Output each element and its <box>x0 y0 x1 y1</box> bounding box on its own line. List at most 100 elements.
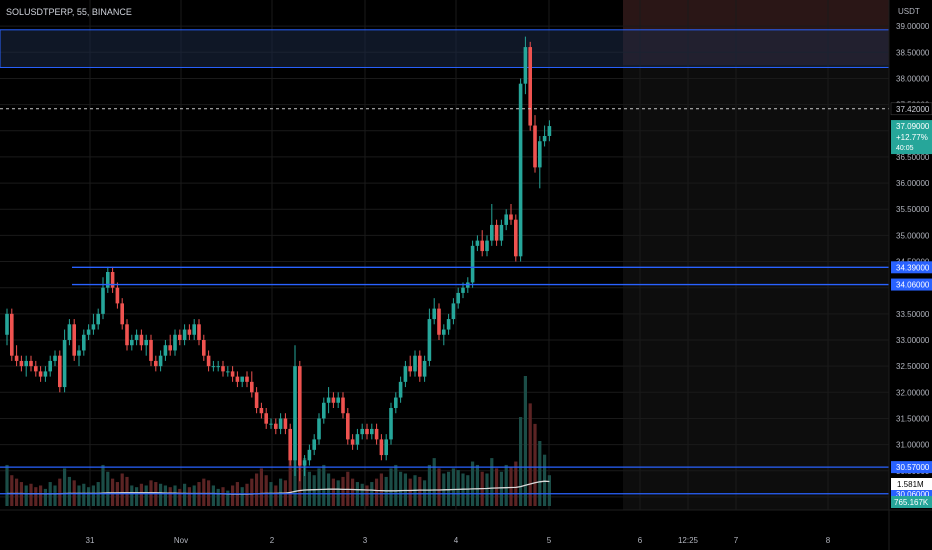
candle-body <box>264 413 268 424</box>
candles <box>5 36 552 482</box>
candle-body <box>518 83 523 257</box>
y-tick-label: 36.50000 <box>896 153 930 162</box>
candle-body <box>240 376 244 382</box>
volume-bar <box>523 376 527 506</box>
candle-body <box>235 376 240 382</box>
candle-body <box>394 397 398 408</box>
volume-bar <box>24 485 28 506</box>
candle-body <box>19 360 24 367</box>
volume-bar <box>279 478 283 506</box>
volume-bar <box>509 466 513 506</box>
candle-body <box>168 345 172 351</box>
candle-body <box>58 355 62 388</box>
volume-bar <box>490 458 494 506</box>
candle-body <box>91 324 96 330</box>
candle-body <box>269 423 273 425</box>
y-tick-label: 31.50000 <box>896 414 930 423</box>
candle-body <box>130 340 134 346</box>
x-tick-label: 6 <box>638 536 643 545</box>
volume-bar <box>408 478 412 506</box>
candle-body <box>418 355 422 377</box>
volume-bar <box>322 464 326 506</box>
x-tick-label: 31 <box>86 536 95 545</box>
volume-bar <box>216 488 220 506</box>
volume-bar <box>427 464 431 506</box>
candle-body <box>43 371 48 377</box>
volume-bar <box>471 461 475 506</box>
volume-ma-badge <box>891 478 932 490</box>
candle-body <box>398 381 403 398</box>
candle-body <box>413 355 417 372</box>
candle-body <box>374 428 379 440</box>
volume-bar <box>312 475 316 506</box>
volume-bar <box>514 461 518 506</box>
volume-bars <box>5 376 551 506</box>
volume-bar <box>375 478 379 506</box>
y-tick-label: 38.50000 <box>896 48 930 57</box>
volume-bar <box>519 417 523 506</box>
candle-body <box>470 245 475 283</box>
price-level-badge-label: 34.06000 <box>896 281 930 290</box>
volume-bar <box>106 471 110 506</box>
candle-body <box>355 434 360 445</box>
change-label: +12.77% <box>896 133 928 142</box>
candle-body <box>485 240 489 252</box>
candle-body <box>504 214 508 225</box>
candle-body <box>144 340 148 346</box>
candle-body <box>110 272 115 288</box>
volume-bar <box>499 471 503 506</box>
candle-body <box>326 397 331 403</box>
volume-bar <box>173 485 177 506</box>
volume-bar <box>547 475 551 506</box>
price-level-badge <box>891 461 932 474</box>
candle-body <box>384 439 388 456</box>
volume-bar <box>495 468 499 506</box>
volume-bar <box>466 475 470 506</box>
volume-bar <box>475 464 479 506</box>
volume-bar <box>187 487 191 506</box>
y-tick-label: 31.00000 <box>896 441 930 450</box>
symbol-title[interactable]: SOLUSDTPERP, 55, BINANCE <box>6 7 132 17</box>
volume-bar <box>87 487 91 506</box>
volume-bar <box>67 476 71 506</box>
volume-bar <box>451 468 455 506</box>
volume-bar <box>63 468 67 506</box>
candle-body <box>259 408 264 414</box>
candle-body <box>187 329 192 335</box>
candle-body <box>523 47 528 84</box>
y-tick-label: 32.00000 <box>896 388 930 397</box>
candle-body <box>389 408 393 440</box>
time-axis[interactable]: 31 Nov 2 3 4 5 6 12:25 7 8 <box>86 536 831 545</box>
volume-bar <box>43 488 47 506</box>
volume-bar <box>543 454 547 506</box>
candle-body <box>226 371 230 373</box>
volume-bar <box>379 473 383 506</box>
candle-body <box>115 287 120 304</box>
volume-bar <box>274 485 278 506</box>
volume-bar <box>303 458 307 506</box>
volume-bar <box>77 485 81 506</box>
x-tick-label: 5 <box>547 536 552 545</box>
candle-body <box>245 376 249 382</box>
price-level-badge-label: 30.06000 <box>896 490 930 499</box>
candle-body <box>542 136 547 142</box>
volume-bar <box>245 483 249 506</box>
volume-bar <box>5 464 9 506</box>
candle-body <box>48 360 52 372</box>
volume-bar <box>432 458 436 506</box>
volume-bar <box>125 476 129 506</box>
candle-body <box>442 329 446 335</box>
last-price-badge <box>891 120 932 155</box>
volume-bar <box>351 478 355 506</box>
candle-body <box>206 355 211 367</box>
candle-body <box>533 125 537 168</box>
volume-bar <box>221 487 225 506</box>
volume-bar <box>120 473 124 506</box>
volume-bar <box>485 473 489 506</box>
candle-body <box>163 345 168 356</box>
y-tick-label: 33.50000 <box>896 310 930 319</box>
volume-bar <box>394 464 398 506</box>
volume-bar <box>403 473 407 506</box>
volume-bar <box>307 471 311 506</box>
